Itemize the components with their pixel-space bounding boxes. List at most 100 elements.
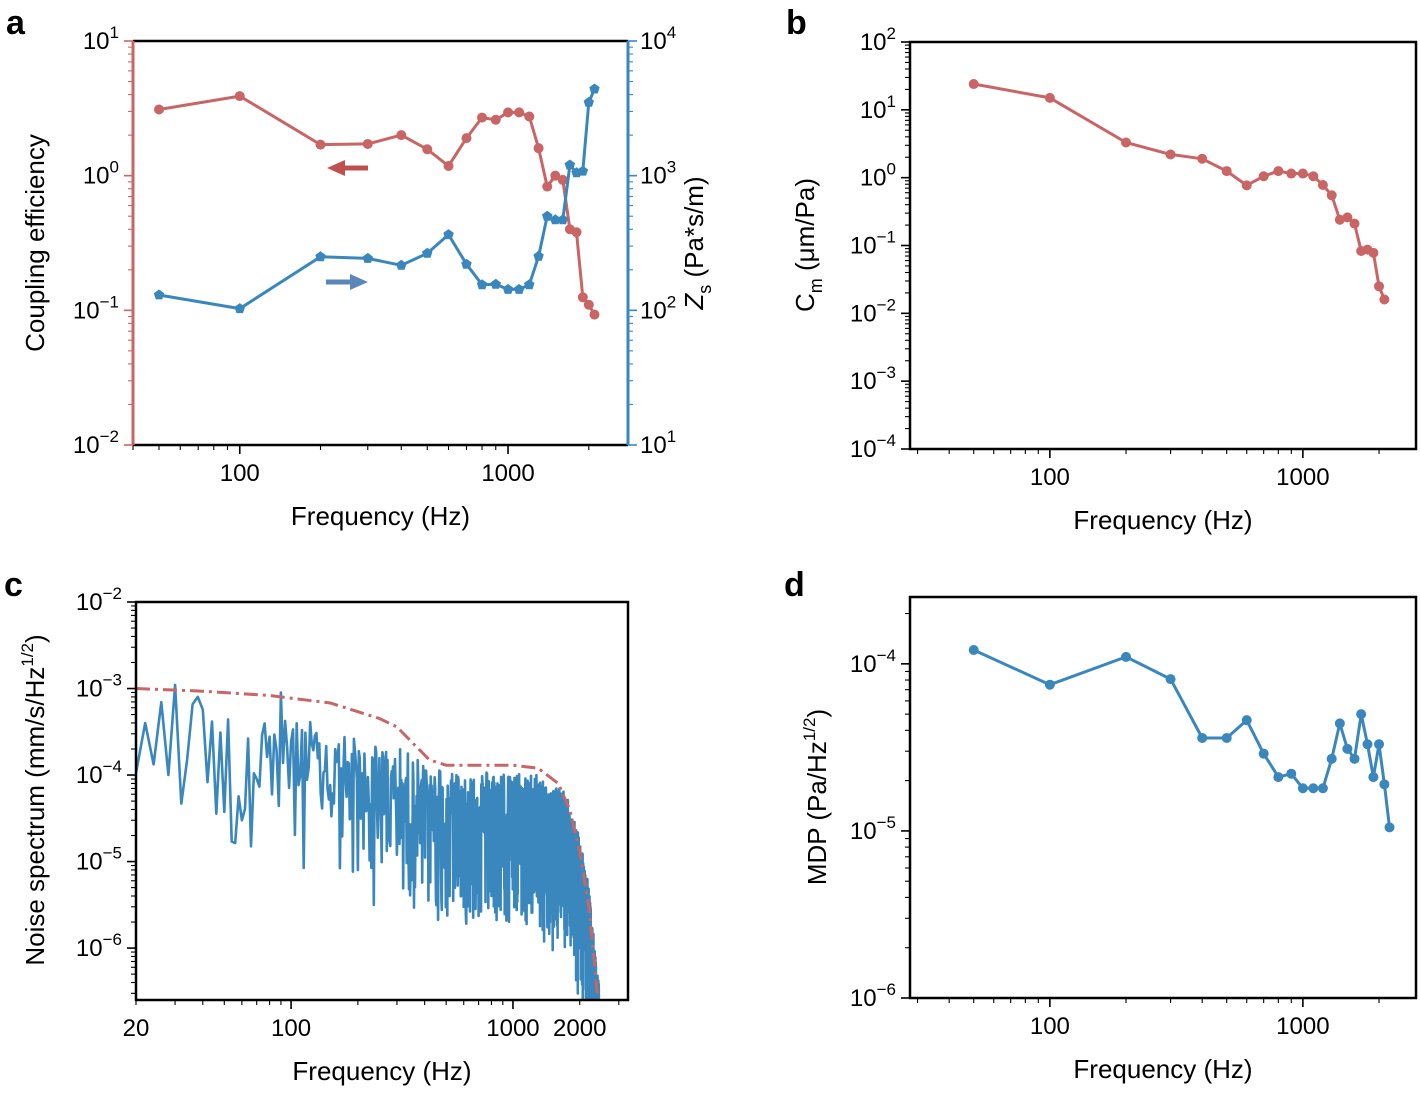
y-tick-label-c-1-exp: −5 <box>103 844 122 863</box>
y-tick-label-b-1-base: 10 <box>850 368 877 395</box>
y-tick-label-b-4-base: 10 <box>860 165 887 192</box>
y-axis-label-c: Noise spectrum (mm/s/Hz1/2) <box>18 634 50 965</box>
zs-series-a-line <box>158 88 596 311</box>
y-tick-label-c-3-exp: −3 <box>103 671 122 690</box>
y-tick-label-d-2: 10−4 <box>850 646 896 678</box>
y-axis-label-d-sup: 1/2 <box>800 718 819 742</box>
mdp-series-d-point-2 <box>1121 651 1132 662</box>
coupling-series-a-point-8 <box>477 112 488 123</box>
y-tick-label-left-a-1-exp: −1 <box>100 292 119 311</box>
y-tick-label-b-6: 102 <box>860 24 896 56</box>
y-tick-label-b-1-exp: −3 <box>877 363 896 382</box>
x-tick-label-a-0: 100 <box>220 460 260 487</box>
y-axis-label-d-main: MDP (Pa/Hz <box>802 741 832 885</box>
y-tick-label-c-0-base: 10 <box>76 935 103 962</box>
arrow-left-head-a <box>327 160 345 176</box>
mdp-series-d-line <box>973 648 1391 828</box>
cm-series-b-point-9 <box>1286 168 1297 179</box>
coupling-series-a-point-1 <box>234 91 245 102</box>
mdp-series-d-point-6 <box>1241 715 1252 726</box>
coupling-series-a-point-15 <box>550 170 561 181</box>
zs-series-a-point-14 <box>542 210 553 221</box>
y-tick-label-right-a-3: 104 <box>640 23 676 55</box>
mdp-series-d-point-11 <box>1308 783 1319 794</box>
y-tick-label-b-4: 100 <box>860 160 896 192</box>
mdp-series-d-point-14 <box>1334 718 1345 729</box>
coupling-series-a-point-7 <box>461 133 472 144</box>
y-tick-label-right-a-2-base: 10 <box>640 163 667 190</box>
y-axis-label-right-a-sub: s <box>695 285 715 294</box>
y-tick-label-right-a-3-exp: 4 <box>667 23 676 42</box>
coupling-series-a-point-6 <box>443 160 454 171</box>
y-axis-label-c-main: Noise spectrum (mm/s/Hz <box>20 667 50 966</box>
zs-series-a-point-15 <box>550 214 561 225</box>
arrow-right-head-a <box>350 274 368 290</box>
zs-series-a-point-20 <box>583 96 594 107</box>
y-tick-label-right-a-2: 103 <box>640 158 676 190</box>
x-tick-label-c-3: 2000 <box>553 1015 606 1042</box>
cm-series-b-point-0 <box>968 79 979 90</box>
coupling-series-a-point-10 <box>503 107 514 118</box>
frame-d <box>908 595 1418 1000</box>
y-tick-label-right-a-3-base: 10 <box>640 28 667 55</box>
cm-series-b-point-5 <box>1221 166 1232 177</box>
y-tick-label-c-0-exp: −6 <box>103 930 122 949</box>
x-tick-label-c-1: 100 <box>271 1015 311 1042</box>
mdp-series-d-point-12 <box>1317 783 1328 794</box>
cm-series-b-point-15 <box>1342 212 1353 223</box>
coupling-series-a-point-2 <box>315 139 326 150</box>
y-tick-label-b-3-exp: −1 <box>877 228 896 247</box>
mdp-series-d-point-15 <box>1342 743 1353 754</box>
y-tick-label-left-a-0-exp: −2 <box>100 427 119 446</box>
mdp-series-d-point-16 <box>1349 753 1360 764</box>
cm-series-b-point-10 <box>1297 168 1308 179</box>
y-tick-label-c-0: 10−6 <box>76 930 122 962</box>
x-tick-label-d-1: 1000 <box>1276 1013 1329 1040</box>
y-axis-label-c-sup: 1/2 <box>18 643 37 667</box>
mdp-series-d-point-9 <box>1286 768 1297 779</box>
x-tick-label-a-1: 1000 <box>481 460 534 487</box>
y-axis-label-b: Cm (μm/Pa) <box>790 178 826 312</box>
y-axis-label-d-close: ) <box>802 709 832 718</box>
x-tick-label-c-0: 20 <box>123 1015 150 1042</box>
mdp-series-d-point-22 <box>1384 822 1395 833</box>
zs-series-a-point-10 <box>502 283 514 294</box>
x-tick-label-b-1: 1000 <box>1276 464 1329 491</box>
y-axis-label-b-sub: m <box>806 278 826 293</box>
x-axis-label-a: Frequency (Hz) <box>291 501 470 531</box>
y-tick-label-b-0-exp: −4 <box>877 431 896 450</box>
coupling-series-a-point-13 <box>533 143 544 154</box>
cm-series-b-point-3 <box>1165 149 1176 160</box>
x-axis-label-c: Frequency (Hz) <box>292 1056 471 1086</box>
y-tick-label-b-5-exp: 1 <box>887 92 896 111</box>
y-tick-label-d-0: 10−6 <box>850 980 896 1012</box>
zs-series-a-point-21 <box>589 83 600 94</box>
y-tick-label-b-2-exp: −2 <box>877 295 896 314</box>
coupling-series-a-point-16 <box>557 174 568 185</box>
coupling-series-a-point-4 <box>396 130 407 141</box>
zs-series-a-point-19 <box>577 165 589 176</box>
zs-series-a-point-6 <box>443 229 454 240</box>
cm-series-b-point-21 <box>1379 294 1390 305</box>
coupling-series-a-point-20 <box>583 299 594 310</box>
cm-series-b-point-12 <box>1317 179 1328 190</box>
y-tick-label-c-2: 10−4 <box>76 757 122 789</box>
y-tick-label-c-4-exp: −2 <box>103 584 122 603</box>
cm-series-b-point-4 <box>1197 153 1208 164</box>
y-tick-label-d-1-exp: −5 <box>877 813 896 832</box>
y-tick-label-left-a-0: 10−2 <box>73 427 119 459</box>
y-axis-label-right-a-main: Z <box>679 293 709 311</box>
y-axis-label-d: MDP (Pa/Hz1/2) <box>800 709 832 885</box>
panel-label-b: b <box>786 4 807 42</box>
cm-series-b-point-19 <box>1368 247 1379 258</box>
coupling-series-a-point-5 <box>422 144 433 155</box>
y-tick-label-b-0: 10−4 <box>850 431 896 463</box>
x-tick-label-c-2: 1000 <box>486 1015 539 1042</box>
y-tick-label-c-3: 10−3 <box>76 671 122 703</box>
y-tick-label-c-4-base: 10 <box>76 589 103 616</box>
mdp-series-d-point-13 <box>1326 753 1337 764</box>
cm-series-b-point-13 <box>1326 190 1337 201</box>
